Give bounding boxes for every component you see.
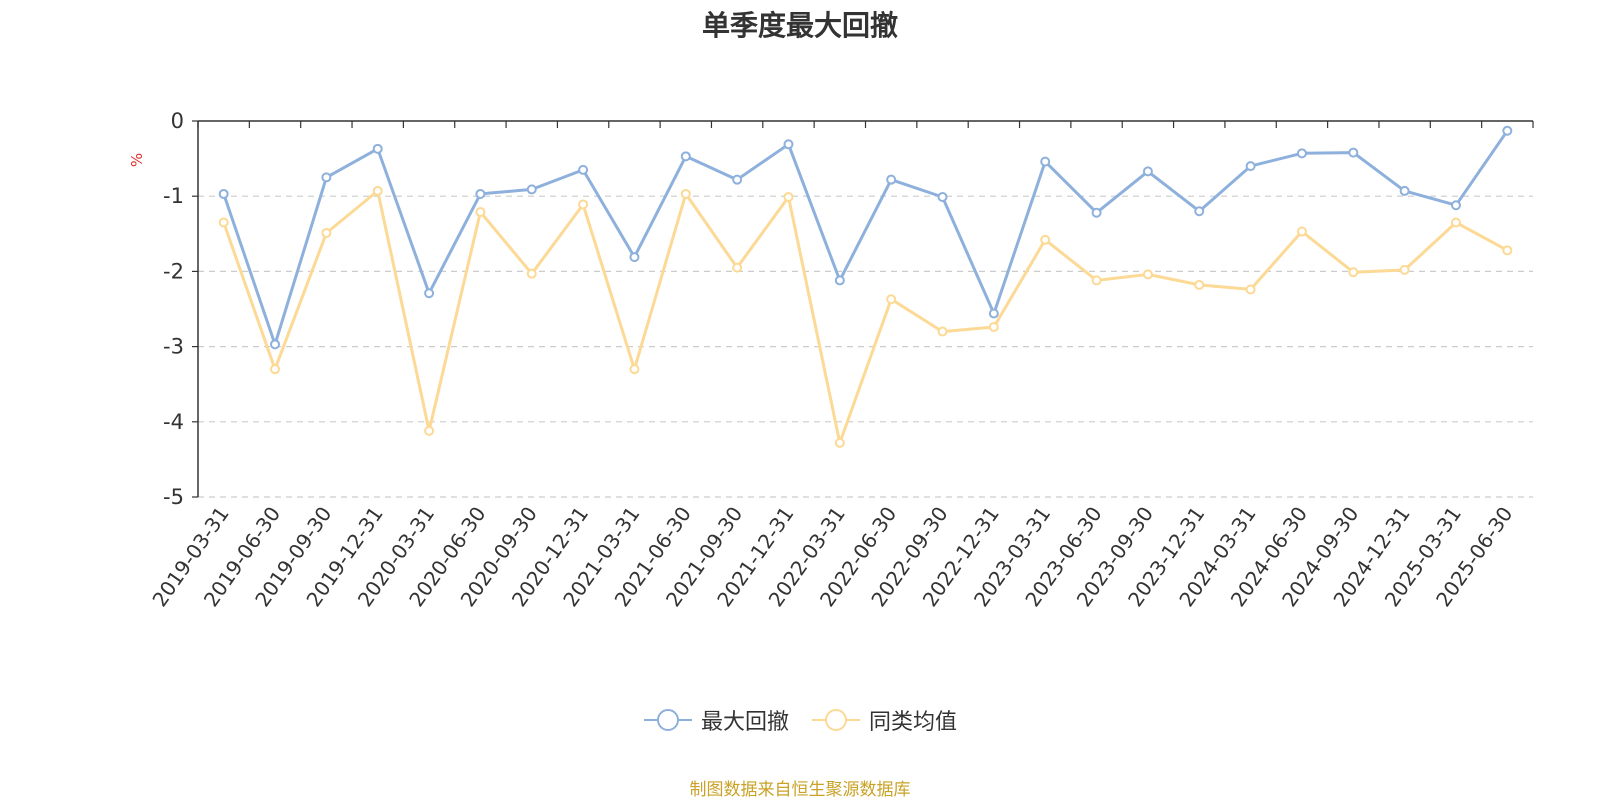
series-1-point bbox=[1142, 166, 1153, 177]
series-2-point bbox=[372, 185, 383, 196]
series-1-point bbox=[218, 188, 229, 199]
series-2-point bbox=[988, 322, 999, 333]
series-2-point bbox=[475, 206, 486, 217]
series-2-point bbox=[629, 364, 640, 375]
series-line-1 bbox=[222, 129, 1509, 346]
series-2-point bbox=[886, 294, 897, 305]
axes: 0-1-2-3-4-52019-03-312019-06-302019-09-3… bbox=[147, 109, 1534, 611]
chart-title: 单季度最大回撤 bbox=[701, 9, 898, 42]
series-1-point bbox=[732, 174, 743, 185]
legend: 最大回撤 同类均值 bbox=[0, 704, 1600, 736]
grid-lines bbox=[198, 195, 1533, 498]
legend-label-max-drawdown: 最大回撤 bbox=[700, 710, 789, 735]
series-line-2 bbox=[222, 189, 1509, 445]
series-1-point bbox=[629, 252, 640, 263]
series-1-point bbox=[578, 164, 589, 175]
series-2-point bbox=[1142, 269, 1153, 280]
series-1-point bbox=[1091, 207, 1102, 218]
series-2-point bbox=[1296, 226, 1307, 237]
series-2-point bbox=[834, 437, 845, 448]
series-1-point bbox=[424, 288, 435, 299]
series-1-point bbox=[988, 308, 999, 319]
series-1-point bbox=[1399, 185, 1410, 196]
series-2-point bbox=[1245, 284, 1256, 295]
series-2-point bbox=[1399, 264, 1410, 275]
series-2-point bbox=[578, 199, 589, 210]
series-2-point bbox=[1450, 217, 1461, 228]
y-tick-label: 0 bbox=[171, 109, 184, 133]
series-2-point bbox=[680, 188, 691, 199]
legend-item-peer-average[interactable]: 同类均值 bbox=[811, 704, 957, 736]
series-1-point bbox=[1502, 125, 1513, 136]
legend-item-max-drawdown[interactable]: 最大回撤 bbox=[643, 704, 789, 736]
series-2-point bbox=[1348, 267, 1359, 278]
y-tick-label: -1 bbox=[163, 184, 184, 208]
series-2-point bbox=[1091, 275, 1102, 286]
series-2-point bbox=[424, 425, 435, 436]
series-2-point bbox=[937, 326, 948, 337]
series-1-point bbox=[886, 174, 897, 185]
series-1-point bbox=[475, 188, 486, 199]
series-2-point bbox=[1502, 245, 1513, 256]
series-1-point bbox=[1348, 147, 1359, 158]
y-tick-label: -3 bbox=[163, 335, 184, 359]
series-2-point bbox=[1040, 234, 1051, 245]
series-layer bbox=[218, 125, 1513, 448]
series-1-point bbox=[1040, 156, 1051, 167]
series-1-point bbox=[270, 339, 281, 350]
series-2-point bbox=[783, 191, 794, 202]
series-2-point bbox=[1194, 279, 1205, 290]
series-1-point bbox=[372, 143, 383, 154]
series-1-point bbox=[1194, 206, 1205, 217]
legend-swatch-max-drawdown bbox=[643, 709, 692, 731]
series-2-point bbox=[526, 268, 537, 279]
series-1-point bbox=[1245, 161, 1256, 172]
y-tick-label: -5 bbox=[163, 485, 184, 509]
y-tick-label: -2 bbox=[163, 259, 184, 283]
series-1-point bbox=[834, 275, 845, 286]
series-1-point bbox=[680, 151, 691, 162]
y-tick-label: -4 bbox=[163, 410, 184, 434]
legend-swatch-peer-average bbox=[812, 709, 860, 731]
series-1-point bbox=[783, 139, 794, 150]
y-axis-unit-label: % bbox=[128, 153, 146, 167]
series-2-point bbox=[732, 262, 743, 273]
source-note: 制图数据来自恒生聚源数据库 bbox=[689, 780, 911, 800]
series-2-point bbox=[218, 217, 229, 228]
series-1-point bbox=[321, 172, 332, 183]
legend-label-peer-average: 同类均值 bbox=[869, 710, 958, 735]
series-2-point bbox=[270, 364, 281, 375]
series-1-point bbox=[1296, 148, 1307, 159]
series-1-point bbox=[937, 191, 948, 202]
series-1-point bbox=[1450, 200, 1461, 211]
series-1-point bbox=[526, 184, 537, 195]
series-2-point bbox=[321, 228, 332, 239]
